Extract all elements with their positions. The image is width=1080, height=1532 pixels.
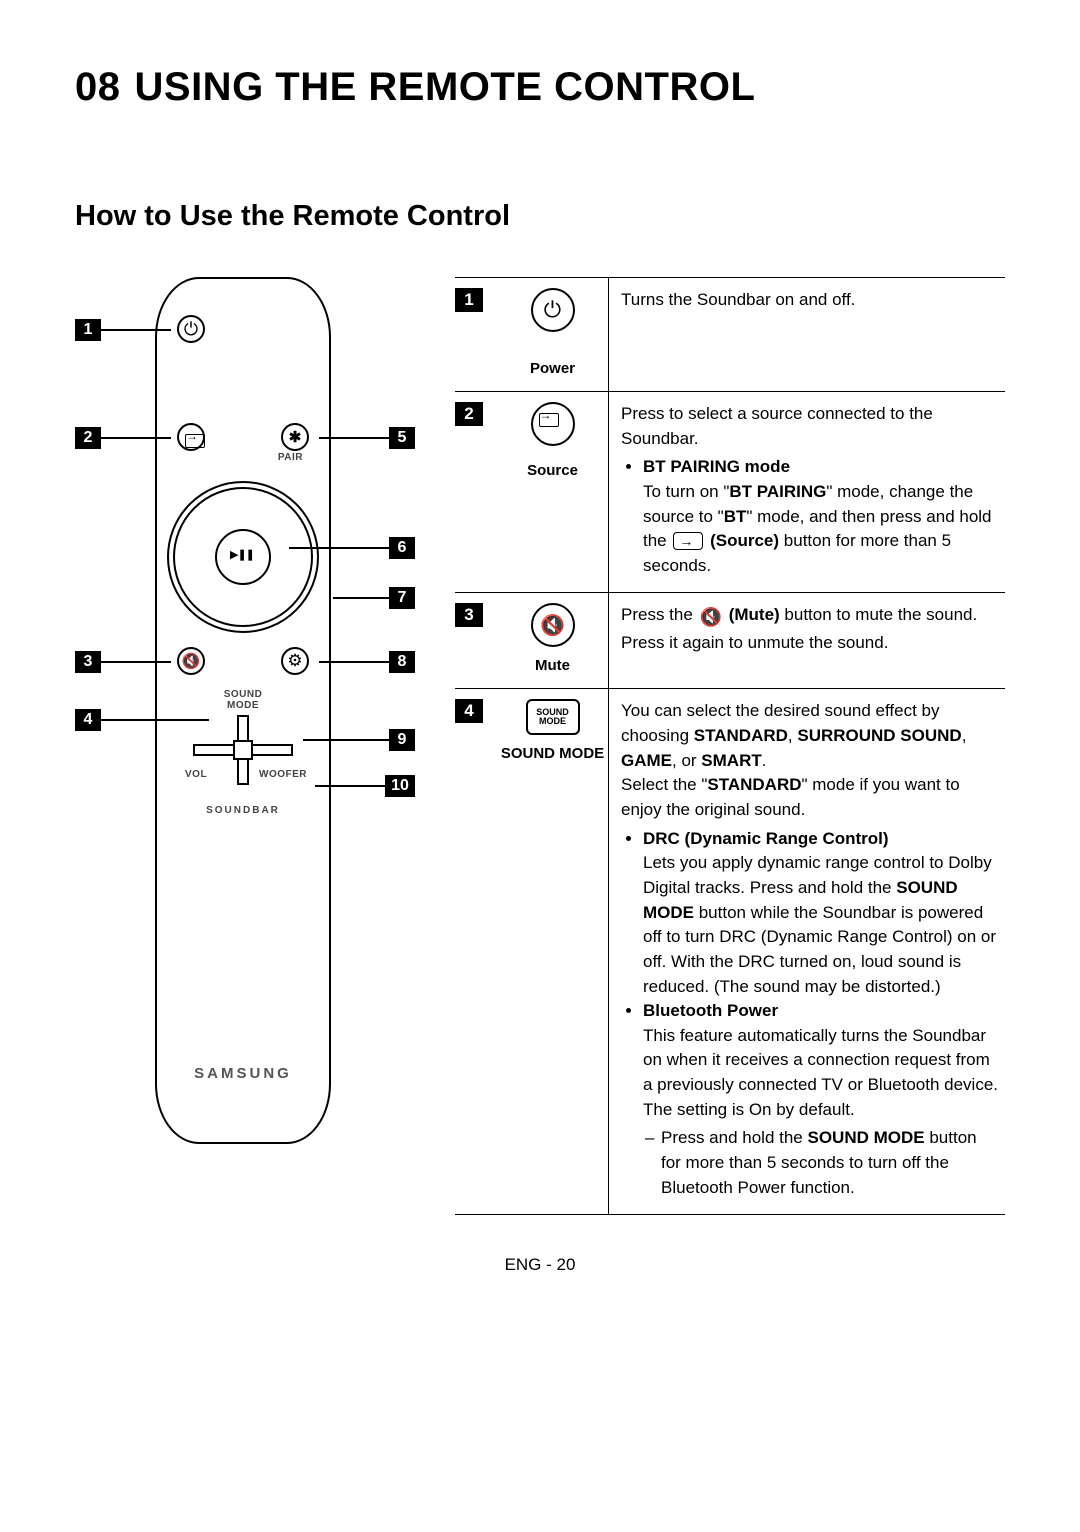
row-icon-cell: Mute: [497, 593, 609, 688]
row-number: 2: [455, 402, 483, 426]
row-icon-label: Mute: [535, 657, 570, 674]
row-number-cell: 2: [455, 392, 497, 592]
row-number: 3: [455, 603, 483, 627]
callout-3: 3: [75, 651, 171, 673]
vol-label: VOL: [185, 769, 207, 780]
section-title: USING THE REMOTE CONTROL: [135, 65, 756, 109]
row-icon-label: SOUND MODE: [501, 745, 604, 762]
pair-label: PAIR: [278, 452, 303, 463]
row-description: Press to select a source connected to th…: [609, 392, 1005, 592]
row-icon-label: Source: [527, 462, 578, 479]
callout-4: 4: [75, 709, 209, 731]
row-description: Turns the Soundbar on and off.: [609, 278, 1005, 391]
row-number: 1: [455, 288, 483, 312]
row-number-cell: 4: [455, 689, 497, 1214]
play-pause-icon: [230, 547, 254, 561]
row-icon-label: Power: [530, 360, 575, 377]
table-row: 2 Source Press to select a source connec…: [455, 392, 1005, 593]
mute-button-icon: [177, 647, 205, 675]
settings-button-icon: [281, 647, 309, 675]
callout-10: 10: [315, 775, 415, 797]
section-heading: 08 USING THE REMOTE CONTROL: [75, 65, 1005, 110]
subsection-heading: How to Use the Remote Control: [75, 200, 1005, 233]
brand-label: SAMSUNG: [157, 1065, 329, 1082]
page-footer: ENG - 20: [75, 1255, 1005, 1275]
bt-pair-button-icon: [281, 423, 309, 451]
callout-6: 6: [289, 537, 415, 559]
table-row: 3 Mute Press the 🔇 (Mute) button to mute…: [455, 593, 1005, 689]
table-row: 4 SOUNDMODE SOUND MODE You can select th…: [455, 689, 1005, 1215]
source-icon: [531, 402, 575, 446]
sound-mode-label: SOUNDMODE: [157, 689, 329, 711]
row-icon-cell: Source: [497, 392, 609, 592]
description-table: 1 ⏻ Power Turns the Soundbar on and off.…: [455, 277, 1005, 1215]
mute-icon: [531, 603, 575, 647]
row-number: 4: [455, 699, 483, 723]
mute-inline-icon: 🔇: [700, 604, 722, 630]
row-description: Press the 🔇 (Mute) button to mute the so…: [609, 593, 1005, 688]
soundbar-label: SOUNDBAR: [157, 805, 329, 816]
callout-8: 8: [319, 651, 415, 673]
row-number-cell: 3: [455, 593, 497, 688]
content-row: PAIR SOUNDMODE: [75, 277, 1005, 1215]
callout-7: 7: [333, 587, 415, 609]
row-icon-cell: SOUNDMODE SOUND MODE: [497, 689, 609, 1214]
callout-9: 9: [303, 729, 415, 751]
row-number-cell: 1: [455, 278, 497, 391]
row-icon-cell: ⏻ Power: [497, 278, 609, 391]
remote-diagram: PAIR SOUNDMODE: [75, 277, 415, 1157]
callout-1: 1: [75, 319, 171, 341]
callout-2: 2: [75, 427, 171, 449]
source-inline-icon: [673, 532, 703, 550]
sound-mode-icon: SOUNDMODE: [526, 699, 580, 735]
section-number: 08: [75, 65, 121, 109]
row-description: You can select the desired sound effect …: [609, 689, 1005, 1214]
source-button-icon: [177, 423, 205, 451]
power-button-icon: [177, 315, 205, 343]
power-icon: ⏻: [531, 288, 575, 332]
table-row: 1 ⏻ Power Turns the Soundbar on and off.: [455, 278, 1005, 392]
page: 08 USING THE REMOTE CONTROL How to Use th…: [0, 0, 1080, 1275]
callout-5: 5: [319, 427, 415, 449]
woofer-label: WOOFER: [259, 769, 307, 780]
